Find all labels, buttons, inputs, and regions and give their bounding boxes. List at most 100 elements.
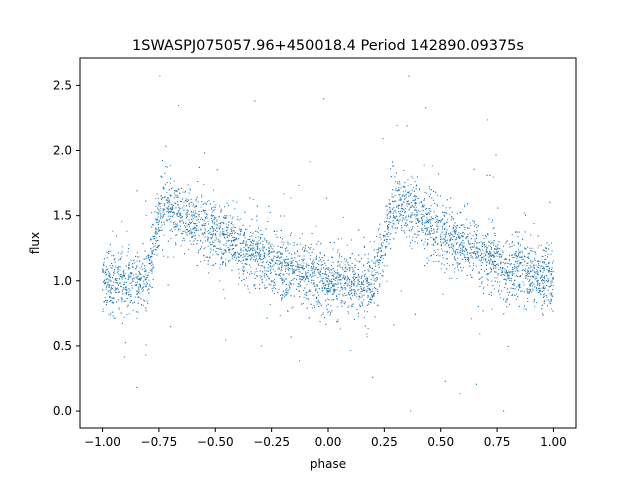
data-point: [157, 240, 159, 241]
data-point: [523, 291, 525, 293]
data-point: [268, 261, 270, 263]
data-point: [254, 271, 256, 273]
data-point: [414, 198, 416, 200]
data-point: [205, 256, 207, 258]
data-point: [276, 230, 278, 232]
data-point: [378, 251, 380, 253]
data-point: [109, 290, 111, 292]
data-point: [533, 301, 535, 303]
data-point: [223, 244, 225, 246]
data-point: [247, 285, 249, 287]
data-point: [256, 270, 258, 272]
data-point: [436, 255, 437, 256]
data-point: [243, 259, 244, 261]
data-point: [410, 214, 412, 216]
data-point: [306, 276, 308, 278]
data-point: [450, 234, 452, 236]
data-point: [329, 281, 331, 283]
data-point: [480, 260, 482, 262]
data-point: [212, 220, 214, 222]
data-point: [224, 297, 226, 299]
data-point: [428, 233, 430, 235]
data-point: [251, 218, 253, 220]
data-point: [342, 294, 344, 296]
data-point: [516, 266, 518, 267]
data-point: [492, 254, 494, 256]
data-point: [446, 229, 448, 231]
data-point: [486, 251, 488, 253]
data-point: [461, 270, 463, 272]
data-point: [118, 308, 120, 310]
data-point: [289, 282, 291, 283]
data-point: [497, 281, 498, 283]
data-point: [376, 252, 378, 254]
data-point: [143, 258, 145, 260]
data-point: [108, 274, 110, 276]
data-point: [143, 299, 144, 301]
data-point: [315, 296, 317, 298]
data-point: [458, 232, 460, 234]
data-point: [155, 230, 157, 232]
data-point: [403, 218, 405, 220]
data-point: [132, 302, 134, 304]
data-point: [320, 280, 322, 282]
data-point: [522, 281, 524, 283]
data-point: [109, 250, 111, 252]
data-point: [308, 280, 310, 282]
data-point: [134, 284, 136, 286]
data-point: [238, 272, 240, 274]
data-point: [551, 242, 553, 244]
data-point: [216, 220, 218, 222]
data-point: [444, 215, 446, 217]
data-point: [461, 247, 463, 249]
data-point: [397, 222, 399, 224]
data-point: [454, 226, 456, 228]
data-point: [391, 193, 393, 195]
data-point: [421, 218, 423, 220]
data-point: [161, 221, 162, 223]
data-point: [539, 290, 541, 292]
data-point: [158, 211, 160, 213]
data-point: [340, 287, 342, 289]
data-point: [249, 236, 251, 237]
data-point: [206, 217, 208, 219]
data-point: [528, 288, 530, 290]
data-point: [489, 251, 491, 252]
data-point: [120, 275, 122, 277]
data-point: [189, 230, 190, 232]
data-point: [383, 236, 384, 238]
data-point: [269, 304, 271, 306]
data-point: [302, 246, 304, 248]
data-point: [497, 274, 499, 276]
data-point: [504, 272, 506, 274]
data-point: [208, 233, 210, 234]
data-point: [111, 297, 113, 299]
data-point: [238, 233, 240, 235]
data-point: [490, 252, 492, 254]
data-point: [136, 252, 138, 254]
data-point: [290, 280, 292, 282]
data-point: [370, 302, 372, 304]
data-point: [281, 246, 283, 248]
data-point: [349, 267, 351, 269]
data-point: [445, 258, 447, 260]
data-point: [331, 293, 333, 295]
data-point: [328, 267, 330, 269]
data-point: [295, 265, 297, 267]
data-point: [228, 260, 229, 262]
data-point: [451, 277, 453, 279]
data-point: [543, 302, 545, 304]
data-point: [178, 105, 180, 107]
data-point: [378, 259, 380, 261]
data-point: [243, 253, 245, 255]
data-point: [518, 250, 520, 252]
data-point: [390, 233, 392, 235]
data-point: [344, 289, 346, 291]
data-point: [330, 288, 332, 290]
data-point: [528, 293, 530, 295]
data-point: [347, 293, 349, 295]
data-point: [279, 275, 281, 277]
data-point: [381, 255, 383, 257]
data-point: [281, 269, 282, 271]
data-point: [357, 274, 359, 276]
